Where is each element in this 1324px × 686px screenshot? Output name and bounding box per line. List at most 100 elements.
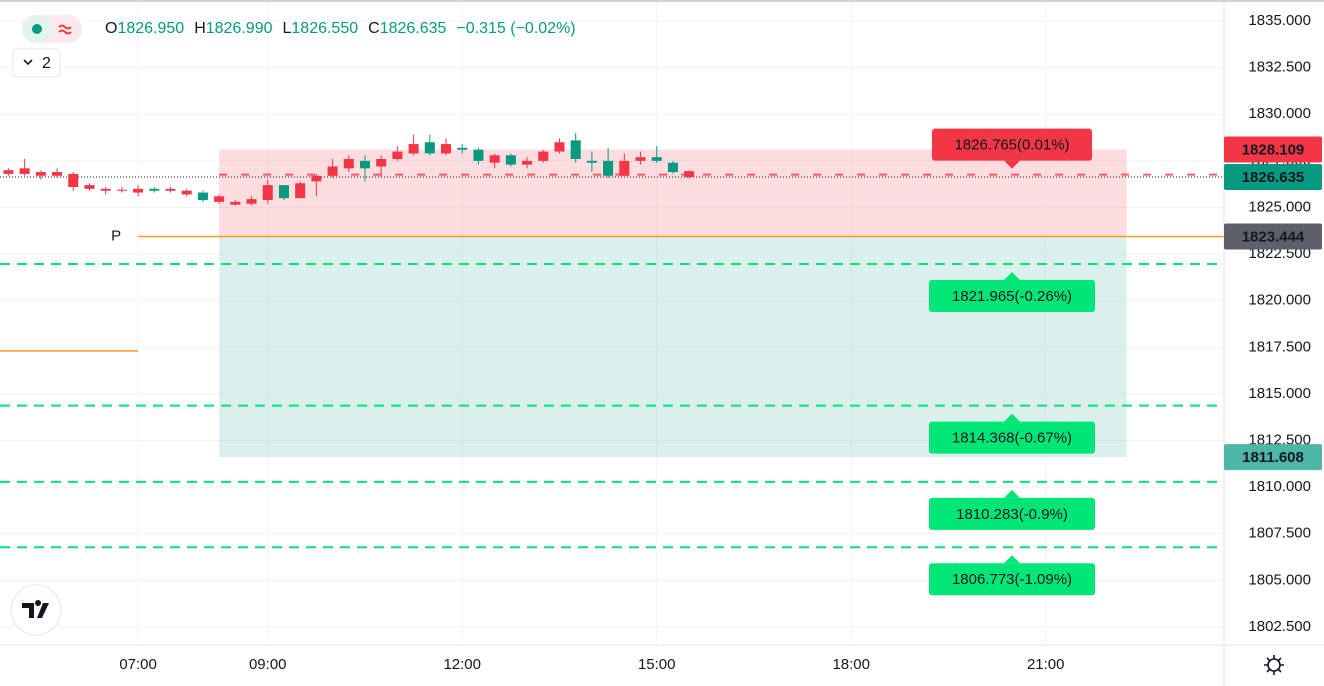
candle-body [651,157,662,161]
candle-body [505,155,516,165]
price-tag-label: 1826.635 [1242,169,1305,186]
candle-body [295,183,306,199]
tv-logo[interactable] [10,584,62,636]
gear-teeth [1264,655,1284,675]
logo-mark [22,600,49,618]
ohlc-label: H [194,20,206,37]
level-label-pointer [1004,160,1020,169]
price-tag-label: 1823.444 [1242,228,1305,245]
ohlc-header: O1826.950 H1826.990 L1826.550 C1826.635 −0.3… [105,20,576,37]
level-label-pointer [1004,413,1020,422]
level-label-box [929,280,1095,313]
candle-body [116,189,127,191]
level-label: 1806.773(-1.09%) [952,571,1072,588]
candle-body [343,159,354,169]
level-label: 1821.965(-0.26%) [952,288,1072,305]
candle-body [327,166,338,176]
candle-body [376,159,387,167]
candle-body [619,160,630,176]
price-tag [1224,444,1322,471]
ohlc-value: 1826.635 [380,20,447,37]
ohlc-value: 1826.950 [117,20,184,37]
symbol-buttons[interactable] [22,15,82,43]
y-tick-label: 1820.000 [1248,292,1311,309]
ohlc-label: C [368,20,380,37]
level-label-box [929,497,1095,530]
price-tag-label: 1811.608 [1242,449,1304,466]
x-tick-label: 09:00 [249,656,287,673]
y-tick-label: 1805.000 [1248,571,1311,588]
candle-body [473,149,484,161]
ohlc-label: L [282,20,291,37]
x-tick-label: 21:00 [1027,656,1065,673]
candle-body [603,160,614,176]
candle-body [197,192,208,201]
change: −0.315 (−0.02%) [456,20,575,37]
candle-body [392,151,403,160]
ohlc-value: 1826.990 [206,20,273,37]
candle-body [278,185,289,199]
plot-area: P 1826.765(0.01%) 1821.965(-0.26%) 1814.368… [0,0,1224,645]
level-label-pointer [1004,555,1020,564]
interval-label: 2 [42,55,51,72]
candle-body [554,142,565,152]
candle-body [684,171,695,178]
candle-body [570,140,581,160]
candle-body [311,175,322,182]
interval-box[interactable] [12,48,61,78]
price-tag [1224,223,1322,250]
candle-body [181,190,192,195]
interval-button[interactable]: 2 [12,48,61,78]
level-label-pointer [1004,489,1020,498]
y-tick-label: 1810.000 [1248,478,1311,495]
candle-body [489,155,500,163]
y-tick-label: 1825.000 [1248,198,1311,215]
candle-body [441,144,452,154]
candle-body [68,173,79,187]
level-label-box [929,563,1095,596]
candle-body [133,188,144,193]
candle-body [359,160,371,169]
candle-body [35,172,46,176]
candle-body [3,170,14,174]
x-tick-label: 18:00 [832,656,870,673]
target-zone [219,236,1127,458]
candle-body [522,160,533,165]
candle-body [19,168,30,174]
level-label-box [929,421,1095,454]
settings-icon[interactable] [1264,655,1284,675]
candle-body [424,142,435,154]
y-tick-label: 1817.500 [1248,338,1311,355]
price-tag-label: 1828.109 [1242,141,1305,158]
chevron [23,59,33,66]
candle-body [457,147,468,150]
candle-body [667,162,678,173]
pivot-label: P [111,227,121,244]
x-tick-label: 12:00 [443,656,481,673]
x-tick-label: 07:00 [119,656,157,673]
status-dot [32,24,42,34]
candle-body [214,196,225,202]
ohlc-label: O [105,20,117,37]
level-label-box [932,128,1092,161]
candle-body [165,188,176,191]
candle-body [538,151,549,161]
logo-circle[interactable] [10,584,62,636]
wave-icon [58,24,72,35]
candle-body [52,172,63,176]
candle-body [84,185,95,189]
level-label: 1814.368(-0.67%) [952,430,1072,447]
y-tick-label: 1835.000 [1248,12,1311,29]
level-label: 1826.765(0.01%) [954,137,1069,154]
candle-body [246,199,257,204]
candle-body [149,188,160,191]
y-tick-label: 1832.500 [1248,59,1311,76]
candle-body [262,185,273,201]
level-label-pointer [1004,272,1020,281]
y-tick-label: 1830.000 [1248,105,1311,122]
level-label: 1810.283(-0.9%) [956,506,1068,523]
candle-body [230,201,241,205]
candle-body [635,157,646,161]
y-tick-label: 1807.500 [1248,525,1311,542]
